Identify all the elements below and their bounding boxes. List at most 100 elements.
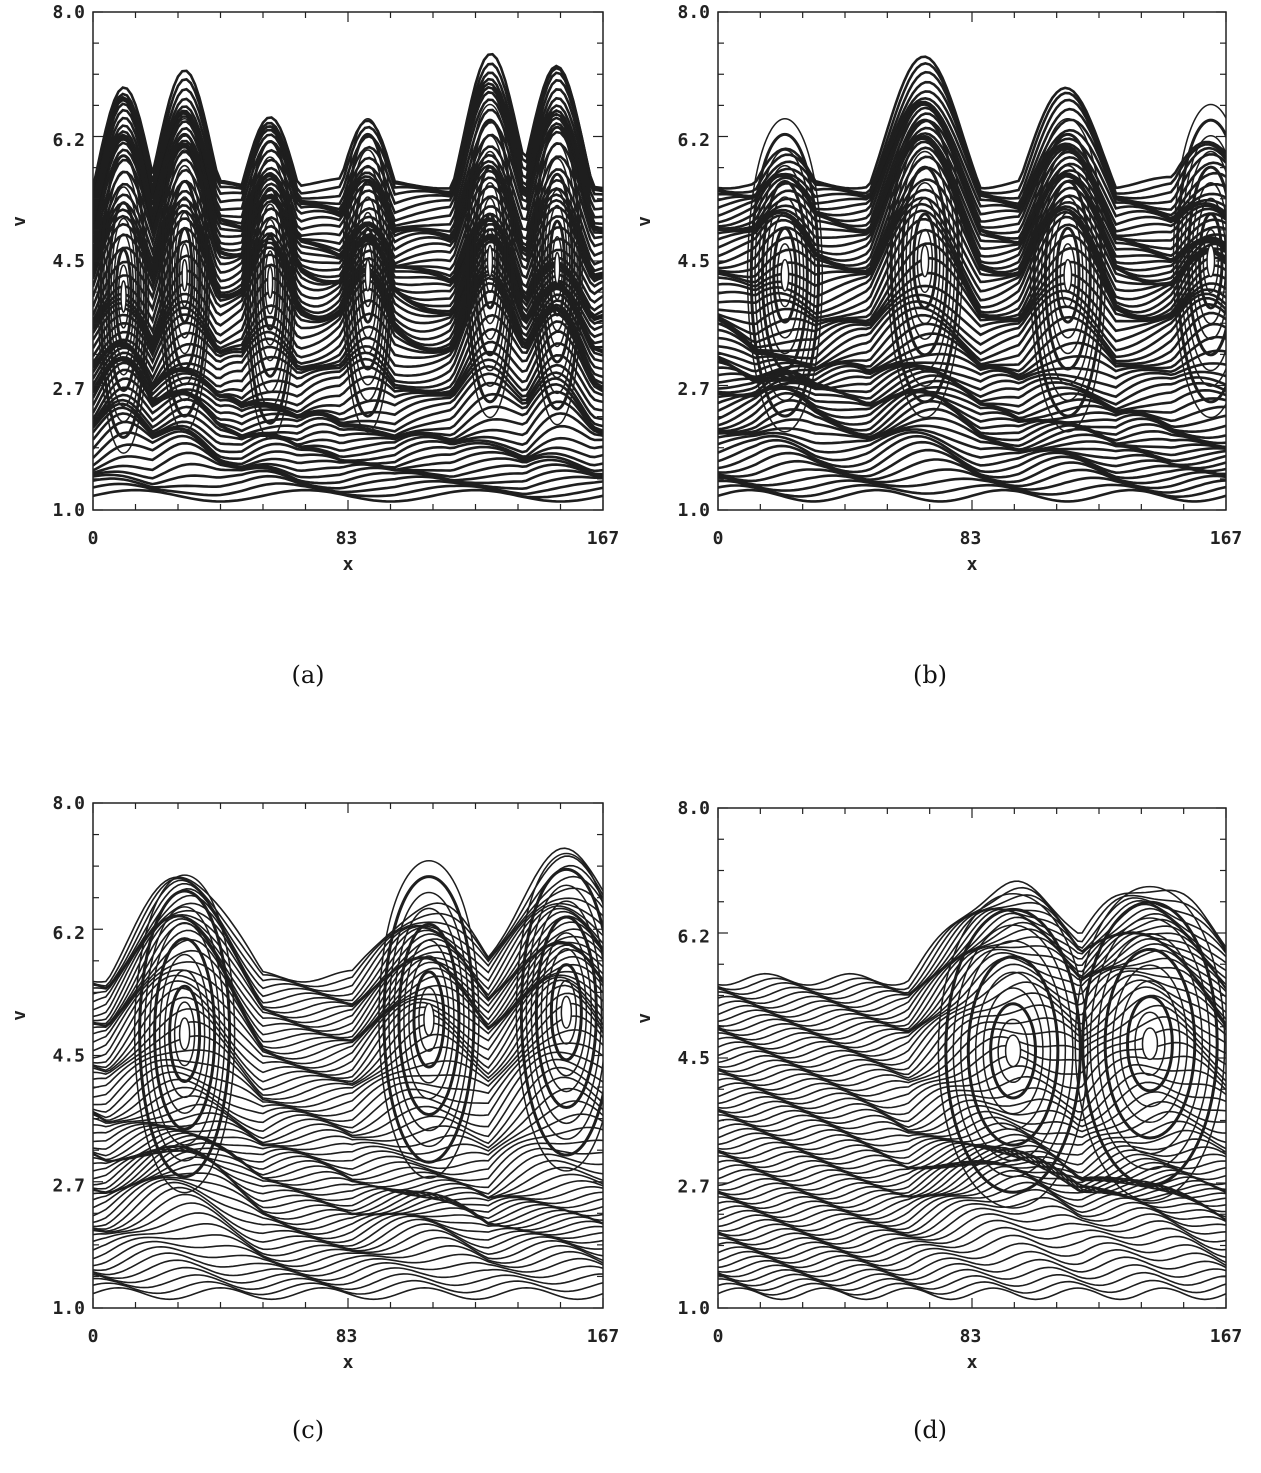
x-tick-label: 83 <box>960 528 982 549</box>
contour-line <box>93 1250 603 1277</box>
contour-line <box>718 1271 1226 1292</box>
contour-line <box>718 385 1226 423</box>
contour-line <box>718 100 1226 220</box>
contour-line <box>718 247 1226 353</box>
vortex-contour <box>989 1002 1037 1100</box>
vortex-contour <box>97 139 150 454</box>
contour-line <box>718 140 1226 270</box>
contour-line <box>718 1242 1226 1273</box>
vortex-contour <box>349 164 387 386</box>
y-tick-label: 8.0 <box>677 798 710 819</box>
vortex-contour <box>256 203 284 362</box>
contour-line <box>718 943 1226 1055</box>
vortex-contour <box>166 164 203 386</box>
vortex-contour <box>761 179 809 371</box>
contour-line <box>93 894 603 1005</box>
vortex-contour <box>163 149 206 402</box>
contour-line <box>93 308 603 407</box>
vortex-contour <box>1126 995 1174 1093</box>
vortex-contour <box>112 233 135 360</box>
contour-line <box>93 312 603 414</box>
y-tick-label: 6.2 <box>677 130 710 151</box>
vortex-contour <box>120 280 127 313</box>
vortex-contour <box>244 125 296 440</box>
vortex-contour <box>163 969 206 1099</box>
y-tick-label: 2.7 <box>677 379 710 400</box>
x-axis-label: x <box>343 554 354 575</box>
contour-line <box>93 330 603 418</box>
vortex-contour <box>551 236 563 301</box>
contour-line <box>93 1029 603 1133</box>
vortex-contour <box>171 196 198 355</box>
contour-line <box>93 1137 603 1182</box>
contour-line <box>93 940 603 1060</box>
vortex-contour <box>769 211 801 339</box>
panel-caption: (d) <box>912 1416 948 1444</box>
vortex-contour <box>181 258 188 292</box>
vortex-contour <box>548 219 567 317</box>
vortex-contour <box>982 987 1044 1115</box>
vortex-contour <box>916 228 934 294</box>
vortex-contour <box>1191 182 1226 340</box>
y-axis-label: v <box>634 216 655 227</box>
contour-line <box>93 1126 603 1177</box>
vortex-contour <box>259 218 281 346</box>
vortex-contour <box>912 212 938 310</box>
contour-line <box>718 1110 1226 1147</box>
vortex-contour <box>897 150 952 372</box>
contour-line <box>718 1081 1226 1133</box>
contour-line <box>93 469 603 491</box>
y-tick-label: 4.5 <box>52 251 85 272</box>
vortex-contour <box>754 149 816 402</box>
vortex-contour <box>1048 196 1088 355</box>
vortex-contour <box>388 891 470 1148</box>
x-axis-label: x <box>967 1352 978 1373</box>
vortex-contour <box>758 164 812 386</box>
contour-line <box>718 1028 1226 1109</box>
vortex-contour <box>476 181 504 341</box>
vortex-contour <box>515 852 603 1172</box>
contour-line <box>718 1146 1226 1186</box>
contour-line <box>93 1257 603 1282</box>
contour-line <box>93 1176 603 1226</box>
contour-line <box>93 1066 603 1150</box>
contour-line <box>718 1016 1226 1103</box>
vortex-contour <box>889 118 960 404</box>
vortex-contour <box>481 212 500 310</box>
contour-line <box>718 296 1226 379</box>
vortex-contour <box>960 940 1067 1162</box>
contour-line <box>718 1264 1226 1287</box>
vortex-contour <box>266 265 274 299</box>
vortex-contour <box>920 244 930 278</box>
vortex-contour <box>1175 118 1226 404</box>
contour-field <box>718 880 1226 1301</box>
x-tick-label: 167 <box>587 1326 620 1347</box>
vortex-contour <box>894 135 956 387</box>
contour-line <box>93 941 603 1065</box>
y-tick-label: 4.5 <box>52 1046 85 1067</box>
vortex-contour <box>168 179 202 371</box>
contour-line <box>718 966 1226 1068</box>
vortex-contour <box>471 150 509 372</box>
vortex-contour <box>937 892 1089 1209</box>
vortex-contour <box>464 103 516 419</box>
vortex-contour <box>261 233 280 331</box>
contour-line <box>93 1244 603 1273</box>
vortex-contour <box>469 135 511 387</box>
vortex-contour <box>974 971 1052 1131</box>
contour-line <box>718 1196 1226 1246</box>
y-tick-label: 6.2 <box>52 923 85 944</box>
vortex-contour <box>1043 179 1092 371</box>
vortex-contour <box>393 907 465 1132</box>
vortex-contour <box>418 986 440 1052</box>
vortex-contour <box>780 258 790 292</box>
vortex-contour <box>382 875 476 1164</box>
vortex-contour <box>347 149 389 402</box>
vortex-contour <box>1055 226 1081 324</box>
vortex-contour <box>1089 917 1211 1171</box>
vortex-contour <box>168 984 202 1083</box>
contour-line <box>93 390 603 446</box>
vortex-contour <box>1096 932 1203 1155</box>
contour-line <box>718 907 1226 1009</box>
